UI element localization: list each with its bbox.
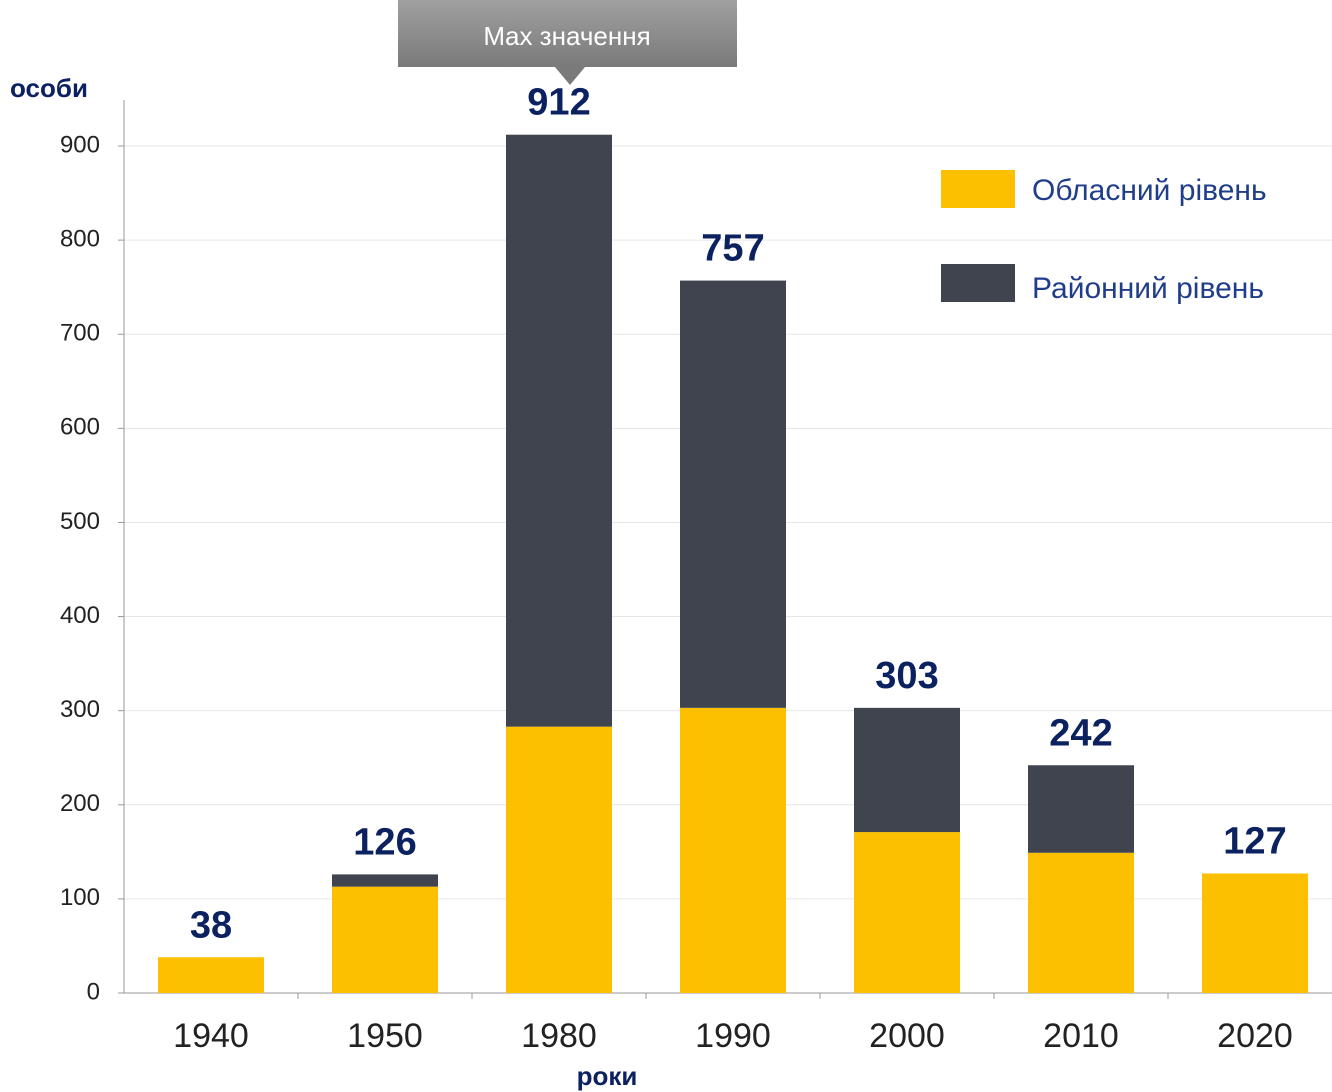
y-tick-label: 600 bbox=[60, 414, 100, 441]
y-tick-label: 200 bbox=[60, 790, 100, 817]
legend-swatch bbox=[941, 264, 1015, 302]
bar-segment bbox=[1028, 852, 1134, 993]
legend-swatch bbox=[941, 170, 1015, 208]
x-tick-label: 1980 bbox=[521, 1017, 597, 1055]
total-label: 757 bbox=[701, 228, 764, 270]
total-label: 127 bbox=[1223, 821, 1286, 863]
bar-segment bbox=[680, 280, 786, 708]
annotation: Max значення bbox=[483, 21, 650, 51]
bar-segment bbox=[332, 886, 438, 993]
total-label: 912 bbox=[527, 82, 590, 124]
y-tick-label: 100 bbox=[60, 884, 100, 911]
y-tick-label: 900 bbox=[60, 131, 100, 158]
total-label: 126 bbox=[353, 821, 416, 863]
callout: Max значення bbox=[398, 0, 737, 85]
bar-segment bbox=[680, 707, 786, 993]
y-tick-label: 300 bbox=[60, 696, 100, 723]
x-tick-label: 1990 bbox=[695, 1017, 771, 1055]
x-axis-label: роки bbox=[577, 1061, 638, 1091]
bar-segment bbox=[1028, 765, 1134, 853]
bar-segment bbox=[506, 134, 612, 727]
callout-box bbox=[398, 0, 737, 67]
bar-segment bbox=[506, 726, 612, 993]
x-tick-label: 1950 bbox=[347, 1017, 423, 1055]
legend-label: Обласний рівень bbox=[1032, 174, 1267, 207]
legend-label: Районний рівень bbox=[1032, 272, 1264, 305]
y-tick-label: 500 bbox=[60, 508, 100, 535]
bar-segment bbox=[1202, 873, 1308, 993]
total-label: 242 bbox=[1049, 712, 1112, 754]
total-label: 38 bbox=[190, 904, 232, 946]
y-tick-label: 0 bbox=[87, 978, 100, 1005]
bar-segment bbox=[854, 707, 960, 833]
bar-segment bbox=[854, 832, 960, 993]
x-tick-label: 1940 bbox=[173, 1017, 249, 1055]
bar-segment bbox=[332, 874, 438, 887]
y-tick-label: 400 bbox=[60, 602, 100, 629]
total-label: 303 bbox=[875, 655, 938, 697]
y-tick-label: 700 bbox=[60, 320, 100, 347]
y-tick-label: 800 bbox=[60, 225, 100, 252]
x-tick-label: 2010 bbox=[1043, 1017, 1119, 1055]
bar-segment bbox=[158, 957, 264, 993]
callout-pointer bbox=[555, 67, 585, 85]
x-tick-label: 2000 bbox=[869, 1017, 945, 1055]
y-axis-label: особи bbox=[10, 73, 88, 103]
x-tick-label: 2020 bbox=[1217, 1017, 1293, 1055]
